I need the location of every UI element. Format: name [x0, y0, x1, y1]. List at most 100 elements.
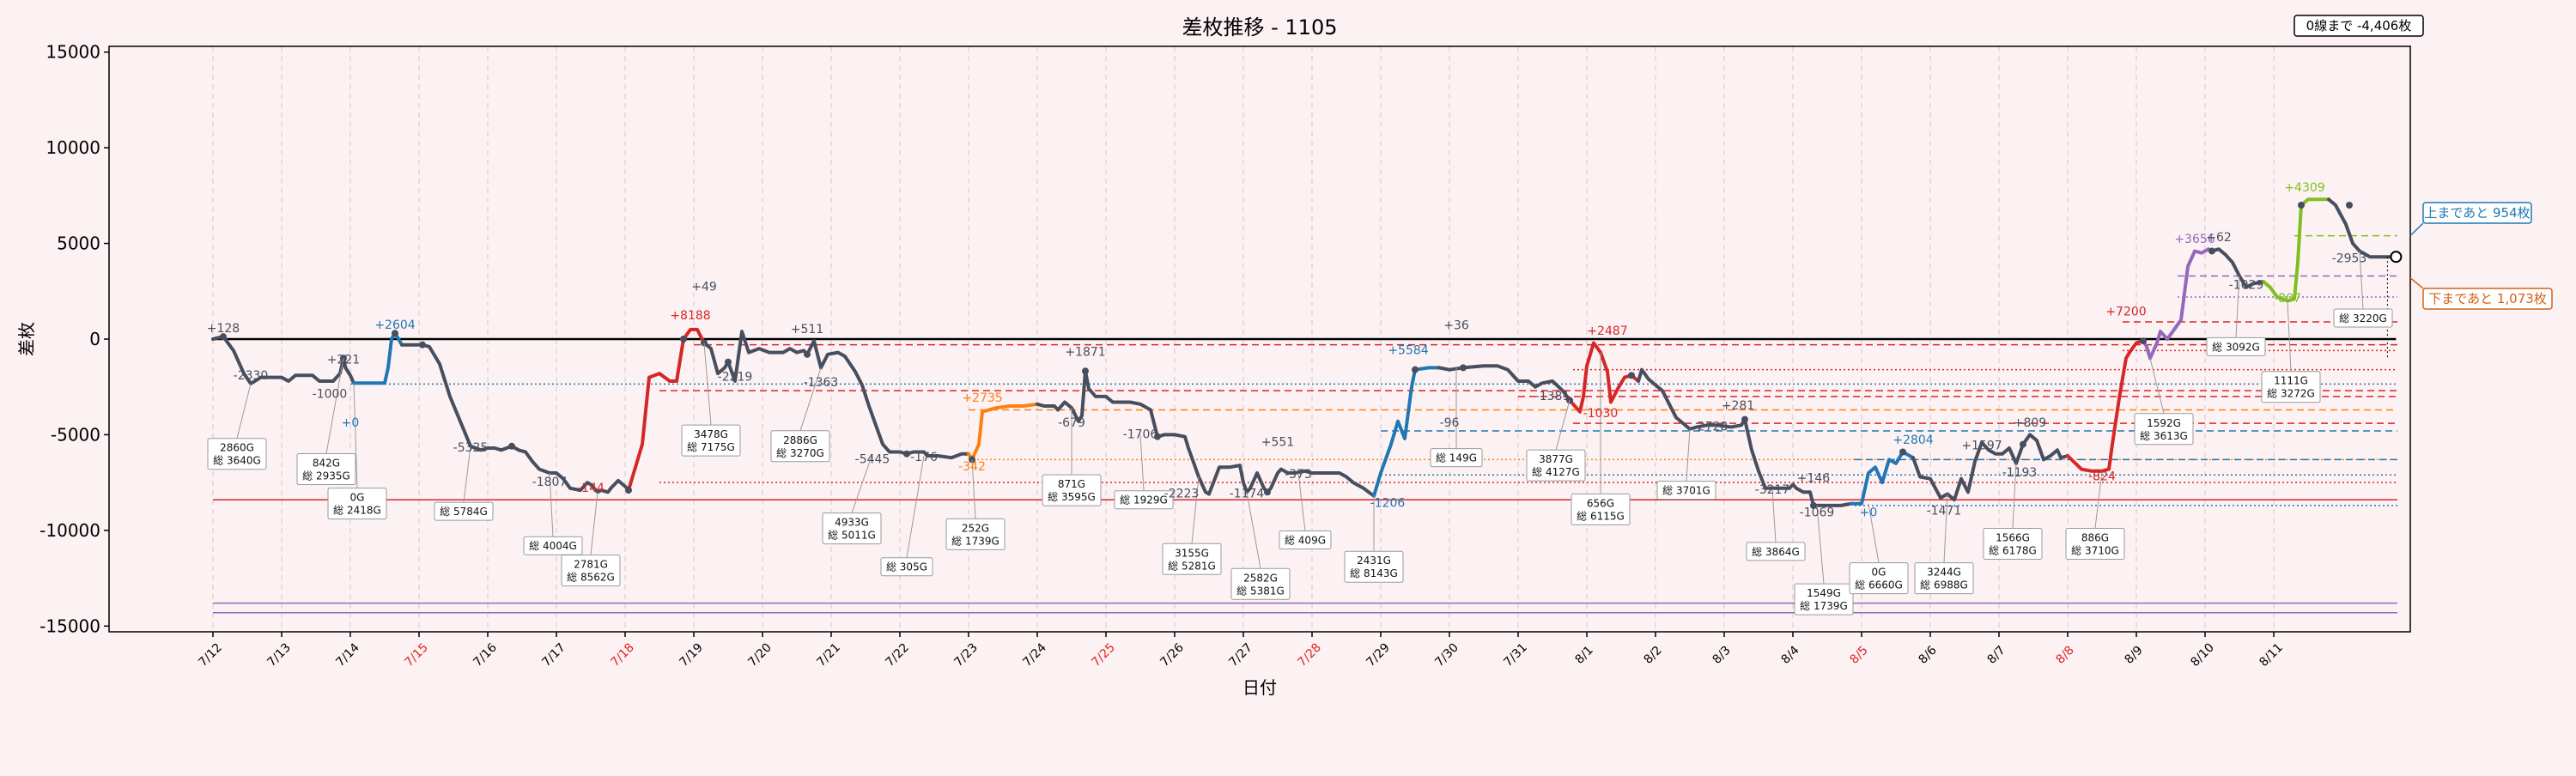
data-point: [625, 487, 632, 494]
annotation-text: 総 4127G: [1532, 466, 1580, 478]
x-tick-label: 7/18: [608, 640, 637, 670]
annotation-text: 総 3272G: [2267, 388, 2315, 400]
value-label: +2604: [374, 318, 415, 332]
lower-connector: [2409, 277, 2424, 289]
x-tick-label: 8/8: [2054, 644, 2077, 667]
value-label: +49: [691, 281, 717, 294]
annotation-frame: [1230, 567, 1291, 600]
annotation-frame: [1042, 474, 1102, 506]
value-label: +1597: [1961, 440, 2002, 453]
annotation-frame: [1430, 448, 1483, 468]
annotation-text: 886G: [2081, 531, 2109, 543]
annotation-text: 総 7175G: [687, 441, 735, 453]
annotation-text: 1111G: [2274, 375, 2308, 387]
x-tick-label: 7/28: [1295, 640, 1324, 670]
info-box-zero-line-frame: [2293, 15, 2424, 37]
value-label: +128: [207, 322, 240, 336]
annotation-frame: [2134, 413, 2194, 446]
annotation-text: 総 6178G: [1989, 544, 2037, 556]
value-label: +62: [2206, 231, 2232, 245]
annotation-text: 総 3270G: [776, 447, 824, 459]
annotation-frame: [945, 518, 1005, 550]
data-point: [1628, 372, 1635, 379]
annotation-frame: [1656, 481, 1716, 500]
y-tick-label: -15000: [39, 615, 100, 636]
annotation-text: 1549G: [1807, 587, 1841, 599]
annotation-frame: [1526, 449, 1586, 482]
value-label: -342: [958, 460, 986, 474]
value-label: -1381: [1535, 390, 1571, 403]
value-label: +3656: [2174, 233, 2215, 246]
x-tick-label: 7/24: [1020, 640, 1049, 670]
annotation-text: 総 2935G: [302, 470, 350, 482]
value-label: +4309: [2284, 181, 2324, 195]
annotation-leader: [1816, 505, 1825, 585]
data-point: [804, 350, 811, 358]
annotation-leader: [2235, 276, 2240, 338]
info-box-zero-line-text: 0線まで -4,406枚: [2306, 18, 2412, 33]
annotation-frame: [1746, 542, 1806, 561]
annotation-frame: [1344, 550, 1404, 583]
annotation-leader: [1771, 488, 1777, 543]
info-box-upper-text: 上まであと 954枚: [2424, 205, 2530, 221]
annotation-text: 総 8143G: [1350, 567, 1398, 579]
x-tick-label: 8/5: [1848, 644, 1871, 667]
annotation-frame: [207, 438, 267, 470]
info-box-upper-frame: [2422, 202, 2532, 224]
series-line-12: [1911, 433, 2069, 502]
annotation-text: 総 2418G: [333, 505, 381, 517]
y-tick-label: -10000: [39, 520, 100, 541]
series-line-3: [627, 327, 706, 493]
annotation-box: 総 3092G: [2206, 276, 2266, 356]
y-axis-label: 差枚: [16, 322, 37, 356]
value-label: -679: [1058, 416, 1085, 430]
annotation-text: 656G: [1587, 497, 1614, 509]
annotation-frame: [434, 501, 494, 521]
x-tick-label: 7/29: [1364, 640, 1393, 670]
value-label: +2804: [1893, 433, 1933, 447]
value-label: -807: [2274, 292, 2301, 306]
x-tick-label: 8/6: [1917, 643, 1940, 666]
annotation-leader: [236, 383, 252, 439]
annotation-text: 総 6660G: [1855, 579, 1903, 591]
value-label: -1471: [1927, 505, 1962, 518]
end-point-marker: [2390, 251, 2403, 264]
x-tick-label: 7/20: [745, 640, 775, 670]
annotation-leader: [2012, 463, 2017, 529]
data-point: [725, 358, 732, 366]
annotation-box: 0G総 2418G: [327, 383, 387, 520]
x-tick-label: 8/2: [1642, 644, 1665, 667]
x-tick-label: 7/25: [1089, 640, 1118, 670]
value-label: +7200: [2105, 306, 2146, 319]
data-point: [1412, 366, 1419, 373]
x-tick-label: 7/31: [1501, 640, 1530, 670]
annotation-leader: [1246, 492, 1261, 569]
x-tick-label: 7/26: [1157, 640, 1187, 670]
annotation-leader: [2149, 358, 2165, 414]
data-point: [1460, 364, 1467, 372]
x-tick-label: 7/22: [883, 640, 912, 670]
annotation-leader: [590, 492, 598, 555]
annotation-leader: [906, 455, 925, 558]
info-box-upper: 上まであと 954枚: [2422, 202, 2532, 224]
data-point: [508, 442, 515, 450]
annotation-text: 0G: [350, 492, 365, 504]
annotation-leader: [1555, 400, 1571, 451]
value-label: +0: [342, 416, 360, 430]
annotation-frame: [327, 488, 387, 520]
data-point: [1264, 488, 1271, 496]
value-label: +36: [1443, 318, 1469, 332]
x-tick-label: 7/16: [471, 640, 500, 670]
value-label: -1174: [1230, 487, 1265, 500]
annotation-box: 総 1929G: [1114, 434, 1174, 510]
value-label: -3217: [1755, 483, 1790, 497]
annotation-text: 総 5011G: [828, 530, 876, 542]
